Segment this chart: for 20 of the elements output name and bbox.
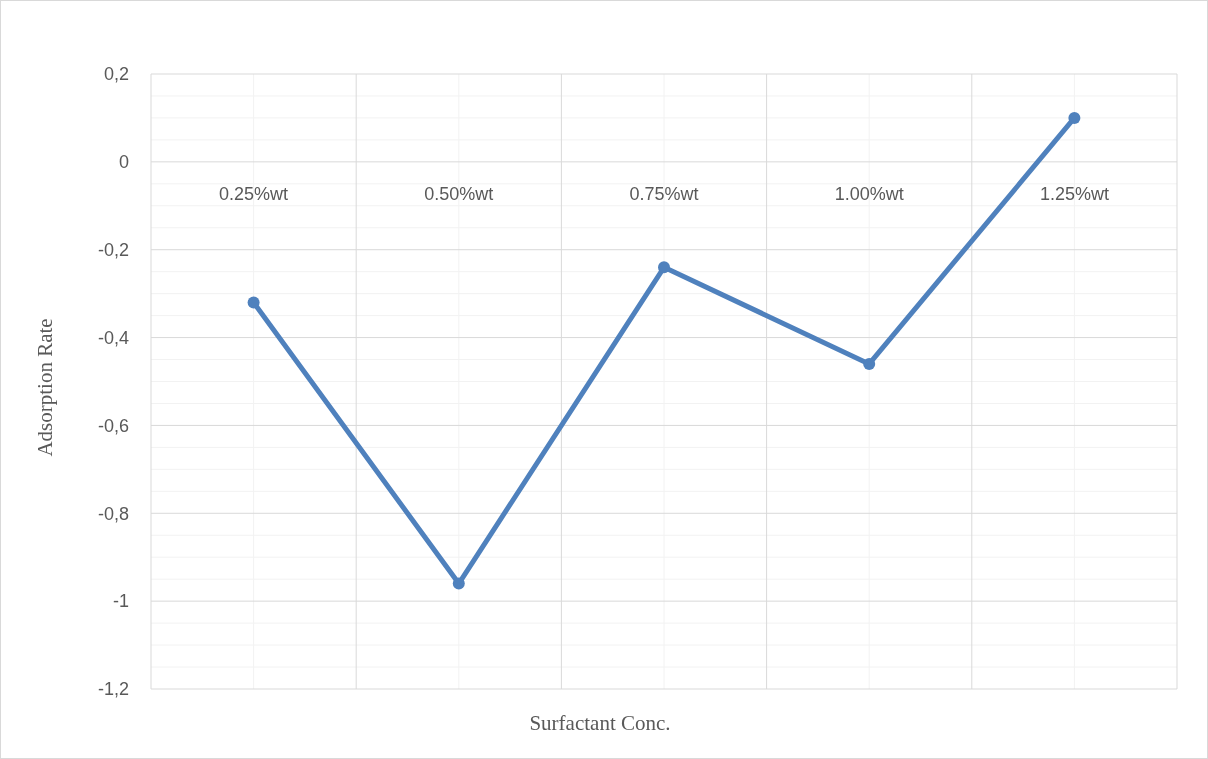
- y-tick-label: 0: [118, 152, 129, 173]
- y-tick-label: 0,2: [103, 64, 129, 85]
- point: [1068, 111, 1081, 124]
- y-axis-title: Adsorption Rate: [33, 318, 57, 457]
- y-tick-label: -0,2: [97, 240, 129, 261]
- x-tick-label: 1.00%wt: [834, 183, 904, 204]
- x-tick-label: 0.25%wt: [219, 183, 289, 204]
- point: [452, 577, 465, 590]
- y-tick-label: -0,6: [97, 415, 129, 436]
- point: [247, 296, 260, 309]
- x-tick-label: 0.75%wt: [629, 183, 699, 204]
- x-axis-title: Surfactant Conc.: [529, 711, 671, 735]
- point: [658, 261, 670, 274]
- x-tick-label: 0.50%wt: [424, 183, 494, 204]
- x-tick-label: 1.25%wt: [1039, 183, 1109, 204]
- y-tick-label: -0,4: [97, 327, 129, 348]
- y-tick-label: -0,8: [97, 503, 129, 524]
- y-tick-label: -1: [112, 591, 129, 612]
- y-tick-label: -1,2: [97, 679, 129, 700]
- point: [863, 357, 876, 370]
